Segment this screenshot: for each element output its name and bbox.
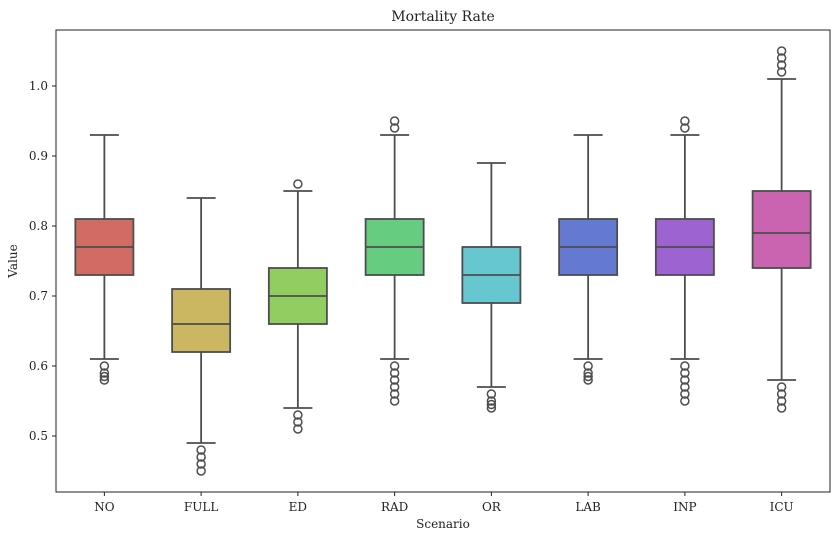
x-tick-label: LAB [575,500,601,514]
x-tick-label: RAD [381,500,408,514]
y-tick-label: 0.9 [29,149,48,163]
chart-title: Mortality Rate [391,9,495,25]
x-tick-label: NO [94,500,115,514]
outlier-point [196,445,206,455]
outlier-point [680,396,690,406]
outlier-point [389,375,400,385]
box-group-icu [751,46,812,413]
box-group-full [171,197,232,476]
outlier-point [486,399,497,410]
outlier-point [776,53,787,63]
outlier-point [680,123,690,133]
outlier-point [99,371,110,382]
x-axis: NO FULL ED RAD OR LAB INP ICU [94,492,794,514]
outlier-point [776,389,787,399]
outlier-point [389,368,400,378]
outlier-point [486,403,497,413]
x-axis-label: Scenario [416,517,470,531]
box-group-ed [267,179,328,434]
box-group-inp [654,116,715,406]
outlier-point [680,375,690,385]
outlier-point [196,459,206,469]
x-tick-label: OR [482,500,502,514]
outlier-point [583,375,593,385]
outlier-point [99,368,110,378]
box-group-or [461,162,522,413]
outlier-point [680,361,690,371]
box-iqr [751,190,812,269]
x-tick-label: INP [673,500,696,514]
outlier-point [486,389,497,399]
outlier-point [196,452,206,462]
outlier-point [776,67,787,77]
outlier-point [389,123,400,133]
y-tick-label: 0.6 [29,359,48,373]
outlier-point [486,396,497,406]
outlier-point [293,410,303,420]
outlier-point [776,60,787,70]
y-tick-label: 0.8 [29,219,48,233]
outlier-point [389,389,400,399]
outlier-point [583,371,593,382]
outlier-point [389,361,400,371]
y-axis: 0.5 0.6 0.7 0.8 0.9 1.0 [29,79,56,443]
outlier-point [583,368,593,378]
x-tick-label: ICU [770,500,794,514]
outlier-point [776,382,787,392]
outlier-point [293,179,303,189]
box-iqr [171,288,232,353]
outlier-point [99,361,110,371]
outlier-point [680,382,690,392]
outlier-point [293,424,303,434]
outlier-point [680,368,690,378]
outlier-point [99,375,110,385]
outlier-point [776,403,787,413]
plot-area [74,46,812,476]
y-tick-label: 0.5 [29,429,48,443]
y-axis-label: Value [6,244,20,278]
outlier-point [776,396,787,406]
box-group-no [74,134,135,385]
y-tick-label: 0.7 [29,289,48,303]
outlier-point [293,417,303,427]
outlier-point [776,46,787,56]
y-tick-label: 1.0 [29,79,48,93]
outlier-point [389,396,400,406]
plot-frame [55,29,831,493]
outlier-point [680,116,690,126]
outlier-point [196,466,206,476]
box-group-lab [558,134,619,385]
outlier-point [389,116,400,126]
x-tick-label: ED [289,500,307,514]
outlier-point [389,382,400,392]
x-tick-label: FULL [184,500,218,514]
outlier-point [680,389,690,399]
outlier-point [583,361,593,371]
box-group-rad [364,116,425,406]
